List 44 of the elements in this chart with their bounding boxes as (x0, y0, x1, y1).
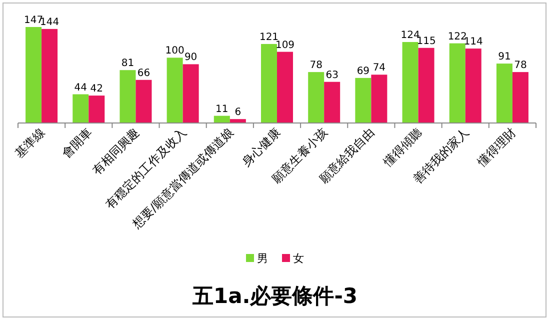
bar (72, 94, 89, 123)
bar (465, 48, 482, 123)
data-label: 109 (275, 40, 295, 51)
bar (88, 96, 105, 123)
bar (308, 72, 324, 123)
x-tick-label: 懂得理財 (474, 125, 519, 170)
bar (166, 58, 183, 123)
data-label: 44 (74, 82, 88, 94)
bar (136, 80, 152, 123)
data-label: 124 (400, 30, 420, 42)
data-label: 91 (498, 52, 511, 63)
bar (371, 74, 388, 123)
data-label: 63 (326, 70, 338, 81)
x-tick-label: 基準線 (12, 125, 48, 161)
data-label: 11 (216, 104, 228, 115)
x-tick-label: 懂得傾聽 (380, 125, 424, 170)
bar (182, 64, 199, 123)
bar (355, 78, 372, 123)
data-label: 74 (372, 62, 386, 74)
bar (261, 44, 277, 123)
bar (120, 70, 136, 123)
bar (402, 42, 418, 123)
data-label: 78 (310, 60, 322, 72)
bar (496, 64, 512, 123)
legend-label: 男 (257, 252, 268, 265)
bar (324, 82, 340, 123)
data-label: 42 (90, 84, 104, 95)
data-label: 81 (121, 58, 134, 70)
data-label: 6 (234, 107, 242, 118)
data-label: 66 (137, 68, 150, 79)
bar (42, 28, 58, 123)
bar (214, 116, 230, 123)
bar (418, 48, 434, 123)
data-label: 100 (165, 46, 184, 57)
bar (449, 43, 466, 123)
data-label: 78 (514, 60, 527, 72)
bar (512, 72, 528, 123)
bar (26, 27, 42, 123)
legend-label: 女 (293, 252, 304, 265)
data-label: 69 (356, 66, 370, 77)
text: 五1a.必要條件-3 (191, 284, 358, 308)
bar (277, 52, 293, 123)
x-tick-label: 會開車 (59, 125, 95, 161)
data-label: 90 (184, 52, 198, 64)
